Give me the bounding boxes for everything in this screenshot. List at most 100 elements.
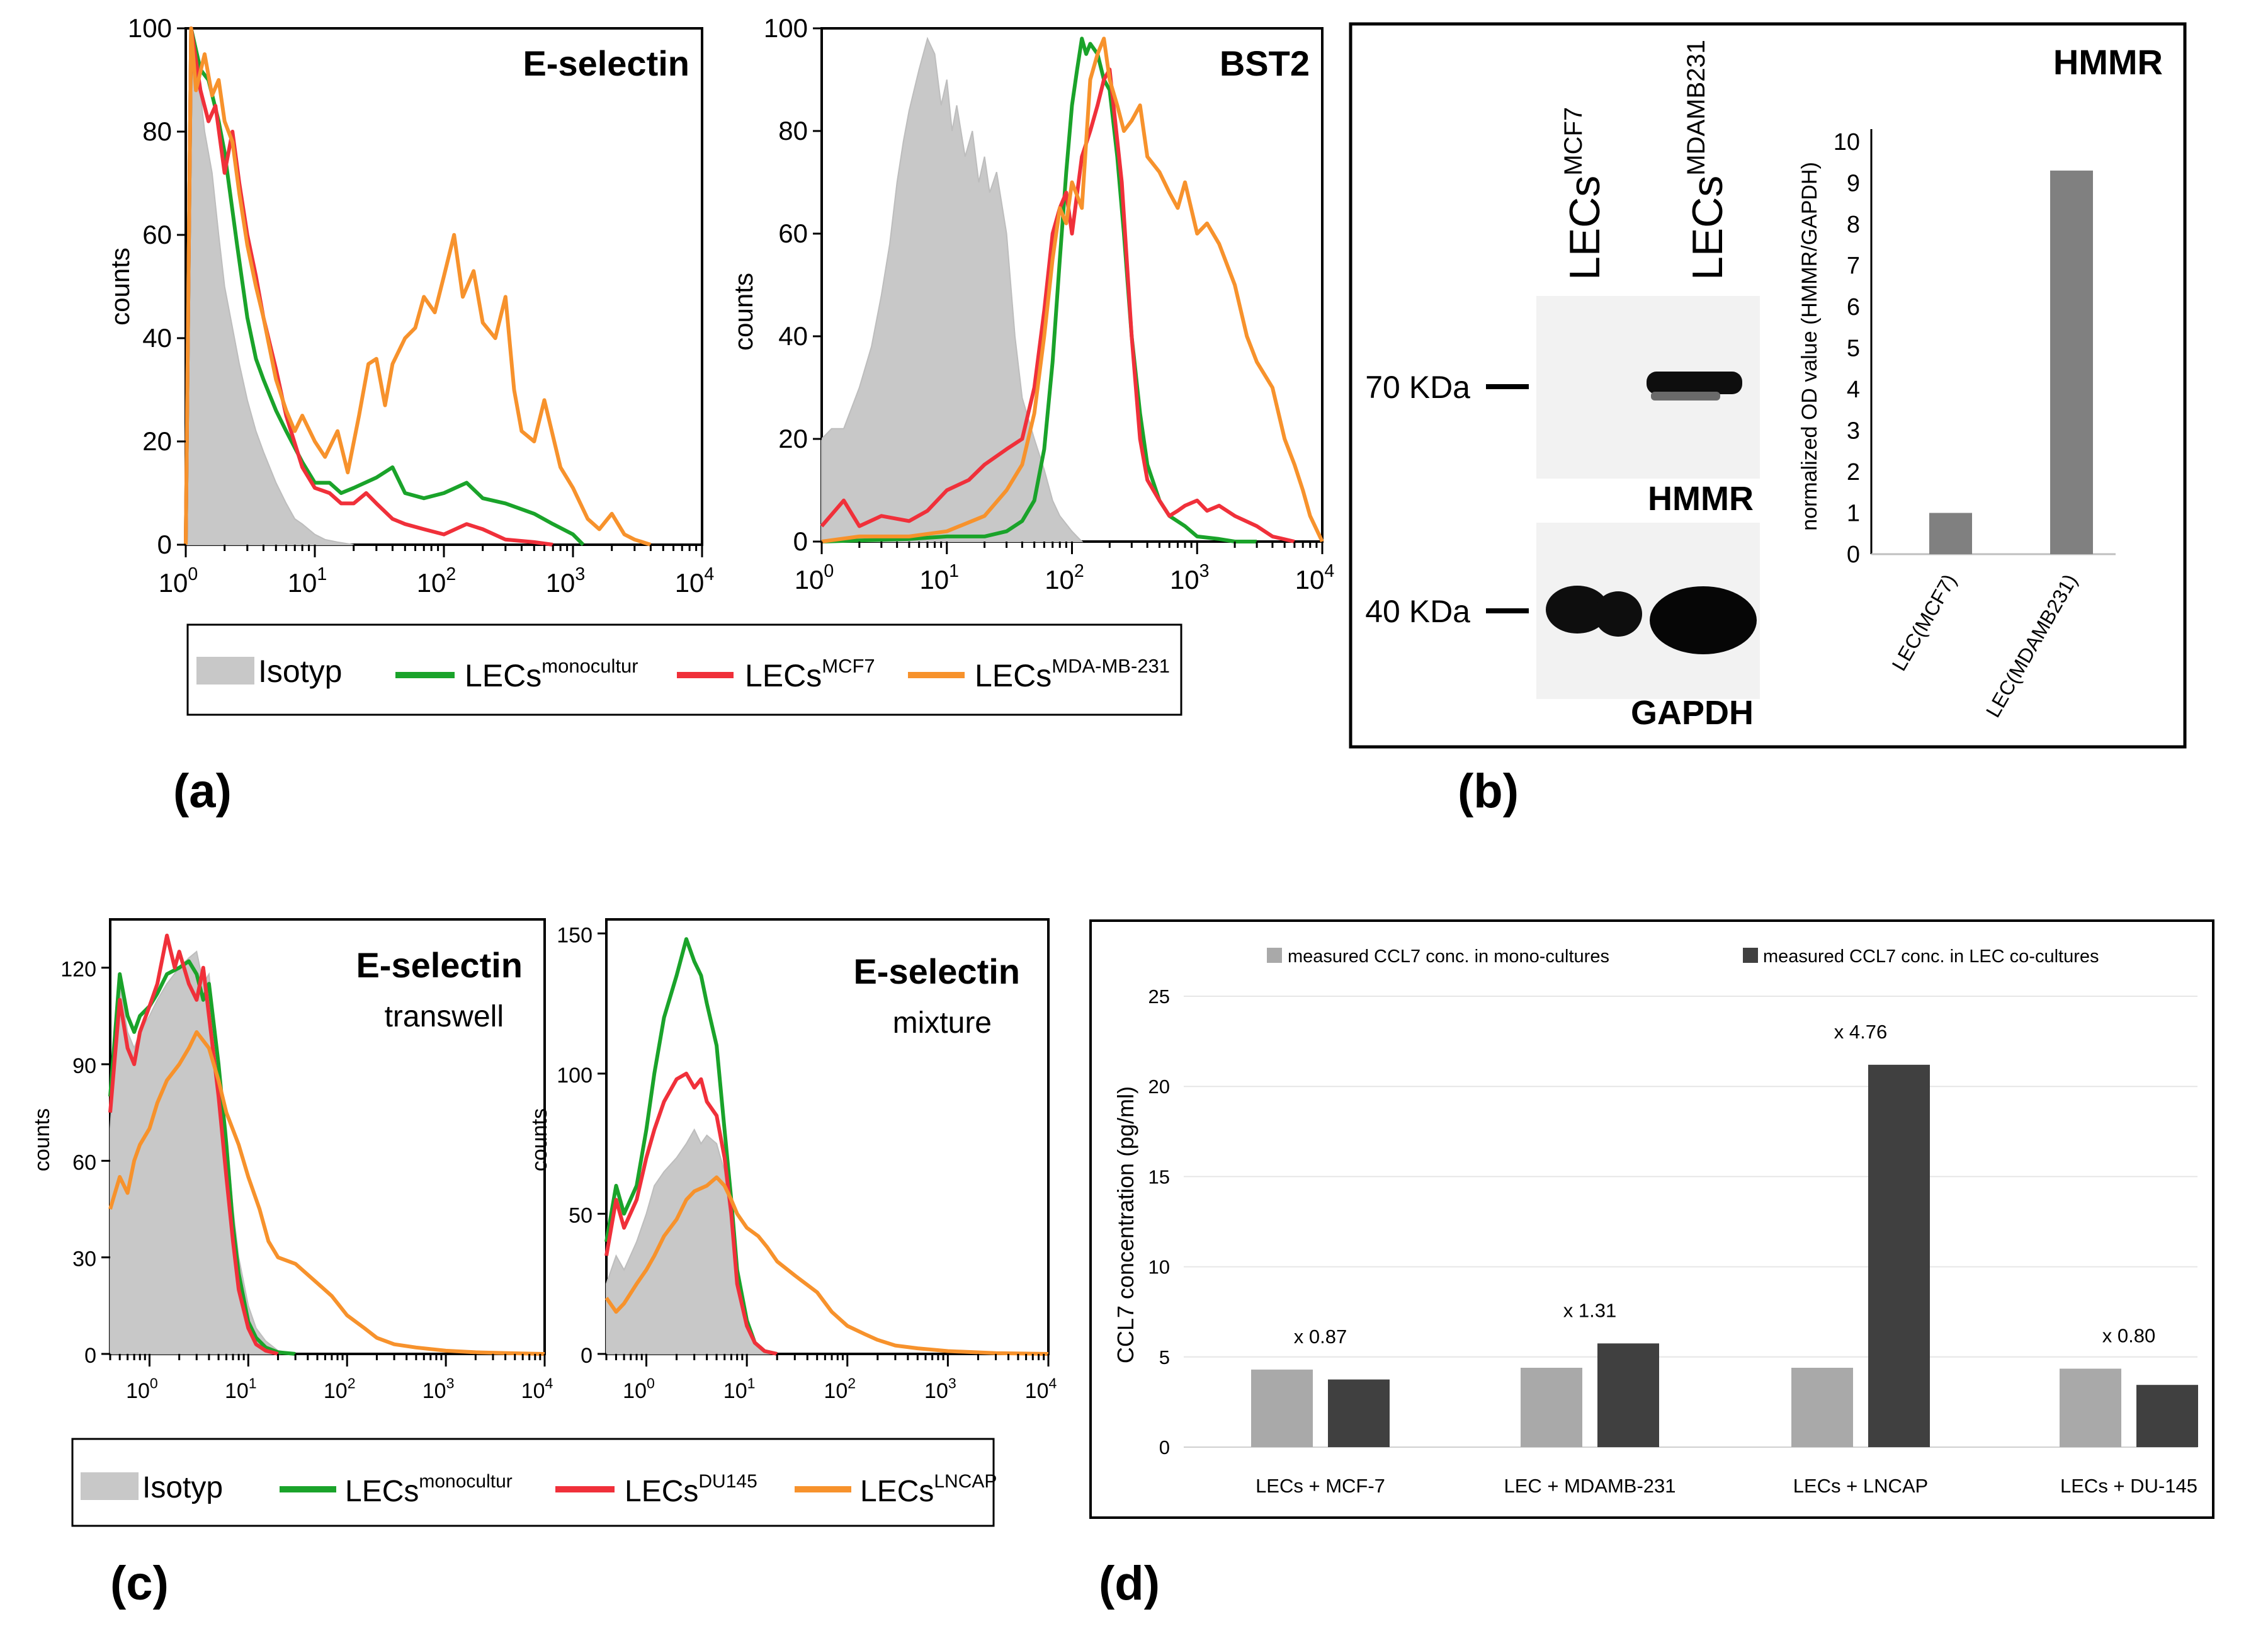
chart-c1-xtick-base: 10 — [422, 1379, 446, 1403]
blot-lane2-base: LECs — [1684, 176, 1732, 280]
chart-c2-series — [604, 937, 1049, 1356]
chart-d-ytick-label: 25 — [1148, 986, 1170, 1008]
blot-hmmr-band — [1647, 372, 1742, 394]
chart-a1-series-1 — [184, 26, 585, 547]
legend-d-co-label: measured CCL7 conc. in LEC co-cultures — [1763, 946, 2099, 967]
chart-d-ytick-label: 0 — [1159, 1436, 1170, 1458]
chart-a1-xtick-base: 10 — [546, 568, 576, 598]
legend-c-mono-sup: monocultur — [419, 1471, 512, 1492]
chart-b-title: HMMR — [2053, 42, 2163, 82]
chart-c1-xtick-exp: 1 — [249, 1375, 257, 1392]
chart-c1-xtick-label: 100 — [126, 1375, 158, 1403]
chart-c2-xtick-base: 10 — [723, 1379, 747, 1403]
chart-a1-ylabel: counts — [105, 247, 135, 326]
chart-c1-title: E-selectin — [356, 945, 523, 985]
chart-d-annotation: x 1.31 — [1563, 1299, 1616, 1321]
chart-c1-xtick-exp: 0 — [150, 1375, 158, 1392]
chart-d-xtick-label: LECs + MCF-7 — [1256, 1475, 1385, 1497]
legend-a-mono-sup: monocultur — [541, 655, 638, 677]
chart-c2-xtick-label: 102 — [824, 1375, 856, 1403]
chart-a1-ytick-label: 0 — [157, 530, 172, 559]
chart-a2-ytick-label: 20 — [778, 424, 808, 453]
chart-a2-series-2 — [820, 67, 1295, 543]
chart-c1-xtick-exp: 4 — [545, 1375, 553, 1392]
legend-d-co-swatch — [1743, 948, 1758, 963]
chart-b-ytick-label: 0 — [1847, 542, 1860, 568]
chart-a2-xtick-label: 101 — [919, 561, 959, 594]
chart-d-ytick-label: 15 — [1148, 1166, 1170, 1188]
chart-a2-xtick-label: 103 — [1170, 561, 1210, 594]
chart-c1-xtick-base: 10 — [324, 1379, 348, 1403]
chart-d-bar-s0 — [1251, 1369, 1313, 1447]
chart-a1-xtick-exp: 2 — [446, 564, 456, 584]
legend-a-mda-label: LECsMDA-MB-231 — [975, 655, 1170, 693]
chart-a1-xtick-base: 10 — [417, 568, 446, 598]
chart-c1-xtick-base: 10 — [126, 1379, 150, 1403]
chart-b: 0 1 2 3 4 5 6 7 8 9 10 LEC(MCF7) LEC(MDAMB231) — [1834, 129, 2116, 721]
chart-a2-ytick-label: 0 — [793, 526, 808, 556]
legend-c-lncap-sup: LNCAP — [934, 1471, 997, 1492]
chart-b-ylabel: normalized OD value (HMMR/GAPDH) — [1798, 162, 1822, 531]
legend-c-isotype-swatch — [81, 1472, 139, 1500]
chart-a1-xtick-label: 103 — [546, 564, 586, 598]
chart-c2-xtick-base: 10 — [1025, 1379, 1049, 1403]
chart-a2-xtick-exp: 1 — [949, 561, 959, 581]
chart-c2-xtick-base: 10 — [924, 1379, 948, 1403]
chart-c2-ytick-label: 0 — [581, 1344, 593, 1368]
chart-a1-series-0 — [184, 28, 354, 545]
chart-a1-xtick-base: 10 — [675, 568, 705, 598]
chart-a1-ytick-label: 40 — [142, 323, 172, 353]
chart-c2-xtick-exp: 1 — [747, 1375, 756, 1392]
blot-40kda-label: 40 KDa — [1365, 594, 1470, 629]
chart-b-xtick-label: LEC(MDAMB231) — [1982, 571, 2082, 722]
chart-b-ytick-label: 7 — [1847, 253, 1860, 280]
panel-c-label: (c) — [110, 1557, 169, 1610]
blot-lane1-sup: MCF7 — [1560, 107, 1587, 176]
chart-c2-ytick-label: 100 — [557, 1064, 593, 1088]
chart-c2-ylabel: counts — [528, 1108, 552, 1171]
legend-c-isotype-label: Isotyp — [142, 1471, 223, 1504]
chart-c1-series-2 — [108, 933, 279, 1356]
chart-c1-xtick-exp: 2 — [348, 1375, 356, 1392]
chart-a1-series-3 — [184, 26, 652, 547]
chart-c2-frame — [605, 918, 1050, 1355]
chart-c2-xtick-exp: 2 — [848, 1375, 856, 1392]
blot-gapdh-band2 — [1650, 586, 1757, 654]
chart-d-bar-s0 — [2060, 1368, 2121, 1447]
chart-b-ytick-label: 2 — [1847, 459, 1860, 486]
chart-a1-series — [184, 26, 652, 547]
chart-c1-xtick-base: 10 — [521, 1379, 545, 1403]
chart-a2-xtick-base: 10 — [1170, 565, 1199, 594]
chart-c2-series-0 — [606, 1128, 778, 1355]
chart-a2-xtick-exp: 0 — [824, 561, 834, 581]
chart-a2-xtick-base: 10 — [919, 565, 949, 594]
chart-a1-xtick-base: 10 — [288, 568, 317, 598]
chart-a1-xtick-label: 104 — [675, 564, 715, 598]
chart-a1-xtick-exp: 1 — [317, 564, 327, 584]
chart-a2-series — [820, 37, 1324, 543]
chart-a1-xtick-exp: 0 — [188, 564, 198, 584]
chart-b-ytick-label: 9 — [1847, 171, 1860, 197]
legend-a-mcf7-sup: MCF7 — [822, 655, 875, 677]
chart-c2-xtick-label: 100 — [623, 1375, 655, 1403]
chart-c1-ytick-label: 90 — [72, 1054, 96, 1078]
chart-c2-series-3 — [604, 1175, 1049, 1356]
legend-c-du145-label: LECsDU145 — [625, 1471, 757, 1508]
chart-b-ytick-label: 1 — [1847, 501, 1860, 527]
chart-c2-subtitle: mixture — [893, 1006, 992, 1040]
chart-a2-xtick-label: 102 — [1045, 561, 1084, 594]
chart-a2-series-3 — [821, 37, 1324, 543]
chart-c2-title: E-selectin — [853, 952, 1020, 991]
blot-hmmr-label: HMMR — [1648, 480, 1754, 518]
chart-b-ytick-label: 4 — [1847, 377, 1860, 403]
legend-a-mono-base: LECs — [465, 658, 541, 693]
legend-a-isotype-label: Isotyp — [258, 654, 342, 689]
chart-c1-xtick-label: 102 — [324, 1375, 356, 1403]
chart-a1-ytick-label: 80 — [142, 116, 172, 146]
blot-hmmr-band-tail — [1651, 392, 1720, 401]
chart-c2-xtick-exp: 4 — [1048, 1375, 1057, 1392]
legend-a-isotype-swatch — [196, 657, 254, 685]
chart-b-ytick-label: 8 — [1847, 212, 1860, 238]
